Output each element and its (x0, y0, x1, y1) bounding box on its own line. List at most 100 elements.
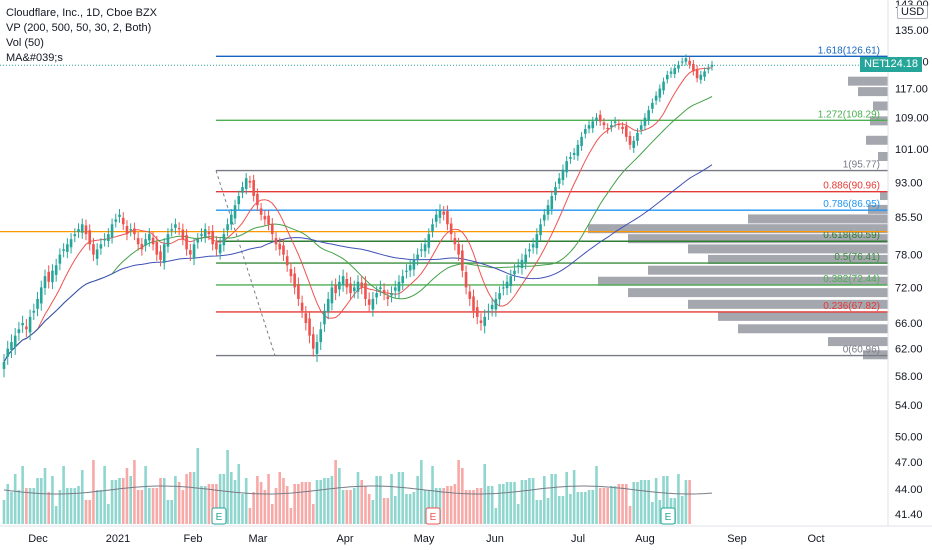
volume-bar (364, 486, 367, 524)
volume-bar (17, 490, 21, 524)
volume-bar (177, 482, 181, 524)
profile-bar (878, 152, 888, 162)
candle-body (155, 242, 159, 255)
candle-body (367, 299, 371, 305)
volume-bar (464, 490, 468, 524)
y-tick-label: 66.00 (895, 318, 923, 330)
candle-body (524, 254, 527, 263)
volume-bar (647, 480, 650, 524)
candle-body (535, 234, 539, 249)
earnings-marker-label: E (665, 512, 672, 523)
candle-body (628, 135, 632, 145)
volume-bar (259, 482, 263, 524)
volume-ma-line (3, 485, 713, 495)
candle-body (591, 121, 595, 129)
volume-bar (584, 492, 587, 524)
volume-bar (174, 476, 177, 524)
profile-bar (866, 135, 888, 145)
volume-bar (133, 460, 136, 524)
volume-bar (155, 488, 159, 524)
candle-body (73, 234, 77, 237)
candle-body (282, 245, 285, 255)
candle-body (162, 244, 166, 264)
candle-body (159, 251, 162, 260)
volume-bar (502, 484, 505, 524)
candle-body (692, 63, 695, 72)
volume-bar (360, 480, 364, 524)
candle-body (207, 231, 211, 235)
volume-bar (207, 484, 211, 524)
candle-body (233, 205, 237, 219)
candle-body (654, 95, 658, 101)
volume-bar (356, 472, 360, 524)
volume-bar (289, 508, 293, 524)
x-tick-label: Mar (249, 533, 268, 545)
candle-body (468, 291, 472, 299)
volume-bar (550, 474, 554, 524)
candle-body (189, 250, 192, 255)
volume-profile (588, 76, 888, 360)
volume-bar (252, 492, 255, 524)
candle-body (300, 302, 304, 311)
candle-body (580, 136, 583, 147)
candle-body (375, 293, 378, 298)
candle-body (695, 69, 699, 79)
ma-mid-line (3, 96, 713, 363)
profile-bar (598, 276, 888, 286)
volume-bar (636, 482, 639, 524)
volume-bar (80, 470, 84, 524)
volume-bar (490, 486, 494, 524)
candle-body (710, 64, 714, 67)
candle-body (196, 239, 200, 243)
volume-bar (546, 498, 550, 524)
candle-body (54, 265, 58, 275)
candle-body (390, 293, 393, 296)
candle-body (6, 348, 10, 357)
volume-bar (230, 472, 233, 524)
volume-bar (397, 472, 401, 524)
volume-bar (677, 474, 680, 524)
candle-body (69, 239, 73, 248)
volume-bar (621, 484, 624, 524)
volume-bar (461, 468, 464, 524)
volume-bar (304, 482, 308, 524)
candle-body (185, 235, 188, 250)
candle-body (140, 243, 144, 250)
volume-bar (293, 484, 296, 524)
candle-body (457, 244, 460, 255)
candle-body (129, 229, 132, 231)
candle-body (345, 278, 349, 288)
last-price-value: 124.18 (884, 58, 918, 70)
candle-body (315, 342, 319, 354)
volume-bar (453, 484, 457, 524)
volume-bar (416, 476, 419, 524)
volume-bar (423, 490, 427, 524)
candle-body (617, 123, 621, 126)
candle-body (308, 318, 311, 336)
profile-bar (628, 288, 888, 298)
candle-body (393, 287, 397, 291)
candle-body (494, 298, 498, 310)
volume-bar (84, 500, 88, 524)
candle-body (438, 209, 442, 218)
candle-body (107, 234, 110, 242)
candle-body (151, 237, 155, 245)
candle-body (218, 244, 222, 254)
currency-badge[interactable]: USD (897, 5, 929, 19)
profile-bar (708, 254, 888, 264)
candle-body (431, 224, 434, 232)
candle-body (88, 230, 92, 245)
candle-body (118, 214, 121, 217)
fib-level-label: 0.886(90.96) (823, 181, 880, 192)
candle-body (427, 234, 431, 248)
candle-body (263, 216, 267, 220)
x-tick-label: May (414, 533, 435, 545)
candle-body (371, 298, 375, 310)
volume-bar (66, 488, 69, 524)
volume-bar (662, 476, 665, 524)
candle-body (613, 121, 617, 123)
candle-body (669, 71, 673, 74)
candle-body (203, 229, 207, 237)
volume-bar (393, 496, 397, 524)
